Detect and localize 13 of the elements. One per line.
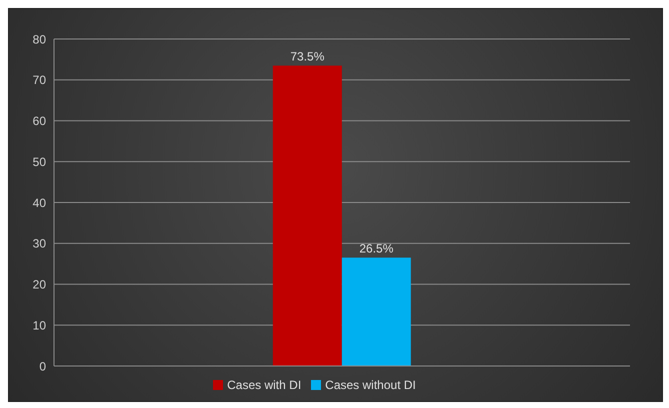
data-label: 73.5%: [290, 50, 325, 64]
y-tick-label: 10: [32, 318, 46, 332]
y-tick-label: 80: [32, 32, 46, 46]
legend-label: Cases with DI: [227, 378, 302, 392]
y-tick-label: 20: [32, 278, 46, 292]
y-tick-label: 30: [32, 236, 46, 251]
data-label: 26.5%: [359, 242, 394, 256]
y-tick-label: 0: [39, 359, 46, 374]
y-tick-label: 50: [32, 154, 46, 169]
y-tick-label: 40: [32, 196, 46, 210]
legend-label: Cases without DI: [325, 378, 416, 392]
y-tick-label: 60: [32, 114, 46, 128]
y-tick-label: 70: [32, 73, 46, 88]
